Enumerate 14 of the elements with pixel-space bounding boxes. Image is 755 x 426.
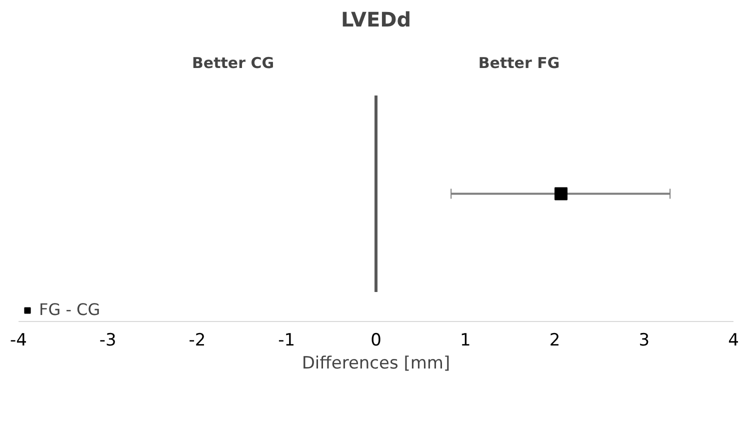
x-tick-label: 3 — [638, 330, 650, 350]
text: Better CG — [192, 54, 274, 72]
x-tick-label: -4 — [10, 330, 27, 350]
text: Better FG — [478, 54, 560, 72]
x-tick-label: 1 — [460, 330, 471, 350]
x-tick-label: -3 — [99, 330, 116, 350]
x-tick-label: 4 — [728, 330, 739, 350]
chart-title: LVEDd — [340, 8, 412, 32]
x-tick-label: 0 — [370, 330, 382, 350]
x-tick-label: -1 — [278, 330, 296, 350]
legend-label: FG - CG — [39, 300, 100, 319]
x-tick-label: -2 — [188, 330, 206, 350]
x-tick-label: 2 — [549, 330, 560, 350]
x-axis-title: Differences [mm] — [302, 354, 450, 374]
